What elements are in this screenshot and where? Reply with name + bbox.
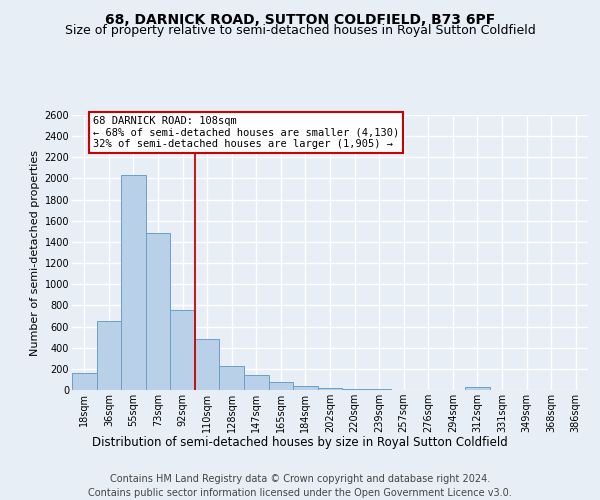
Bar — [146, 234, 170, 390]
Bar — [269, 382, 293, 390]
Text: 68, DARNICK ROAD, SUTTON COLDFIELD, B73 6PF: 68, DARNICK ROAD, SUTTON COLDFIELD, B73 … — [105, 12, 495, 26]
Bar — [195, 339, 220, 390]
Bar — [318, 388, 342, 390]
Bar — [465, 387, 490, 390]
Bar — [342, 389, 367, 390]
Text: Size of property relative to semi-detached houses in Royal Sutton Coldfield: Size of property relative to semi-detach… — [65, 24, 535, 37]
Bar — [293, 386, 318, 390]
Bar — [121, 176, 146, 390]
Bar — [244, 375, 269, 390]
Bar — [220, 366, 244, 390]
Text: Distribution of semi-detached houses by size in Royal Sutton Coldfield: Distribution of semi-detached houses by … — [92, 436, 508, 449]
Bar — [97, 322, 121, 390]
Y-axis label: Number of semi-detached properties: Number of semi-detached properties — [31, 150, 40, 356]
Bar — [170, 310, 195, 390]
Text: 68 DARNICK ROAD: 108sqm
← 68% of semi-detached houses are smaller (4,130)
32% of: 68 DARNICK ROAD: 108sqm ← 68% of semi-de… — [93, 116, 399, 150]
Bar — [72, 372, 97, 390]
Text: Contains HM Land Registry data © Crown copyright and database right 2024.
Contai: Contains HM Land Registry data © Crown c… — [88, 474, 512, 498]
